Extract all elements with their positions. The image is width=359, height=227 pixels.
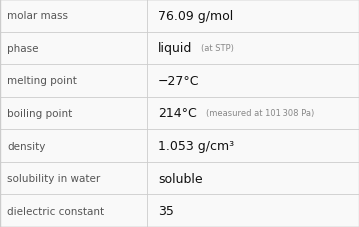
Text: phase: phase: [7, 44, 39, 54]
Text: density: density: [7, 141, 46, 151]
Text: −27°C: −27°C: [158, 75, 200, 88]
Text: liquid: liquid: [158, 42, 192, 55]
Text: melting point: melting point: [7, 76, 77, 86]
Text: 76.09 g/mol: 76.09 g/mol: [158, 10, 233, 23]
Text: solubility in water: solubility in water: [7, 173, 101, 183]
Text: molar mass: molar mass: [7, 11, 68, 21]
Text: (at STP): (at STP): [201, 44, 234, 53]
Text: (measured at 101 308 Pa): (measured at 101 308 Pa): [206, 109, 314, 118]
Text: dielectric constant: dielectric constant: [7, 206, 104, 216]
Text: 35: 35: [158, 204, 174, 217]
Text: 214°C: 214°C: [158, 107, 197, 120]
Text: 1.053 g/cm³: 1.053 g/cm³: [158, 139, 234, 152]
Text: soluble: soluble: [158, 172, 202, 185]
Text: boiling point: boiling point: [7, 109, 73, 118]
